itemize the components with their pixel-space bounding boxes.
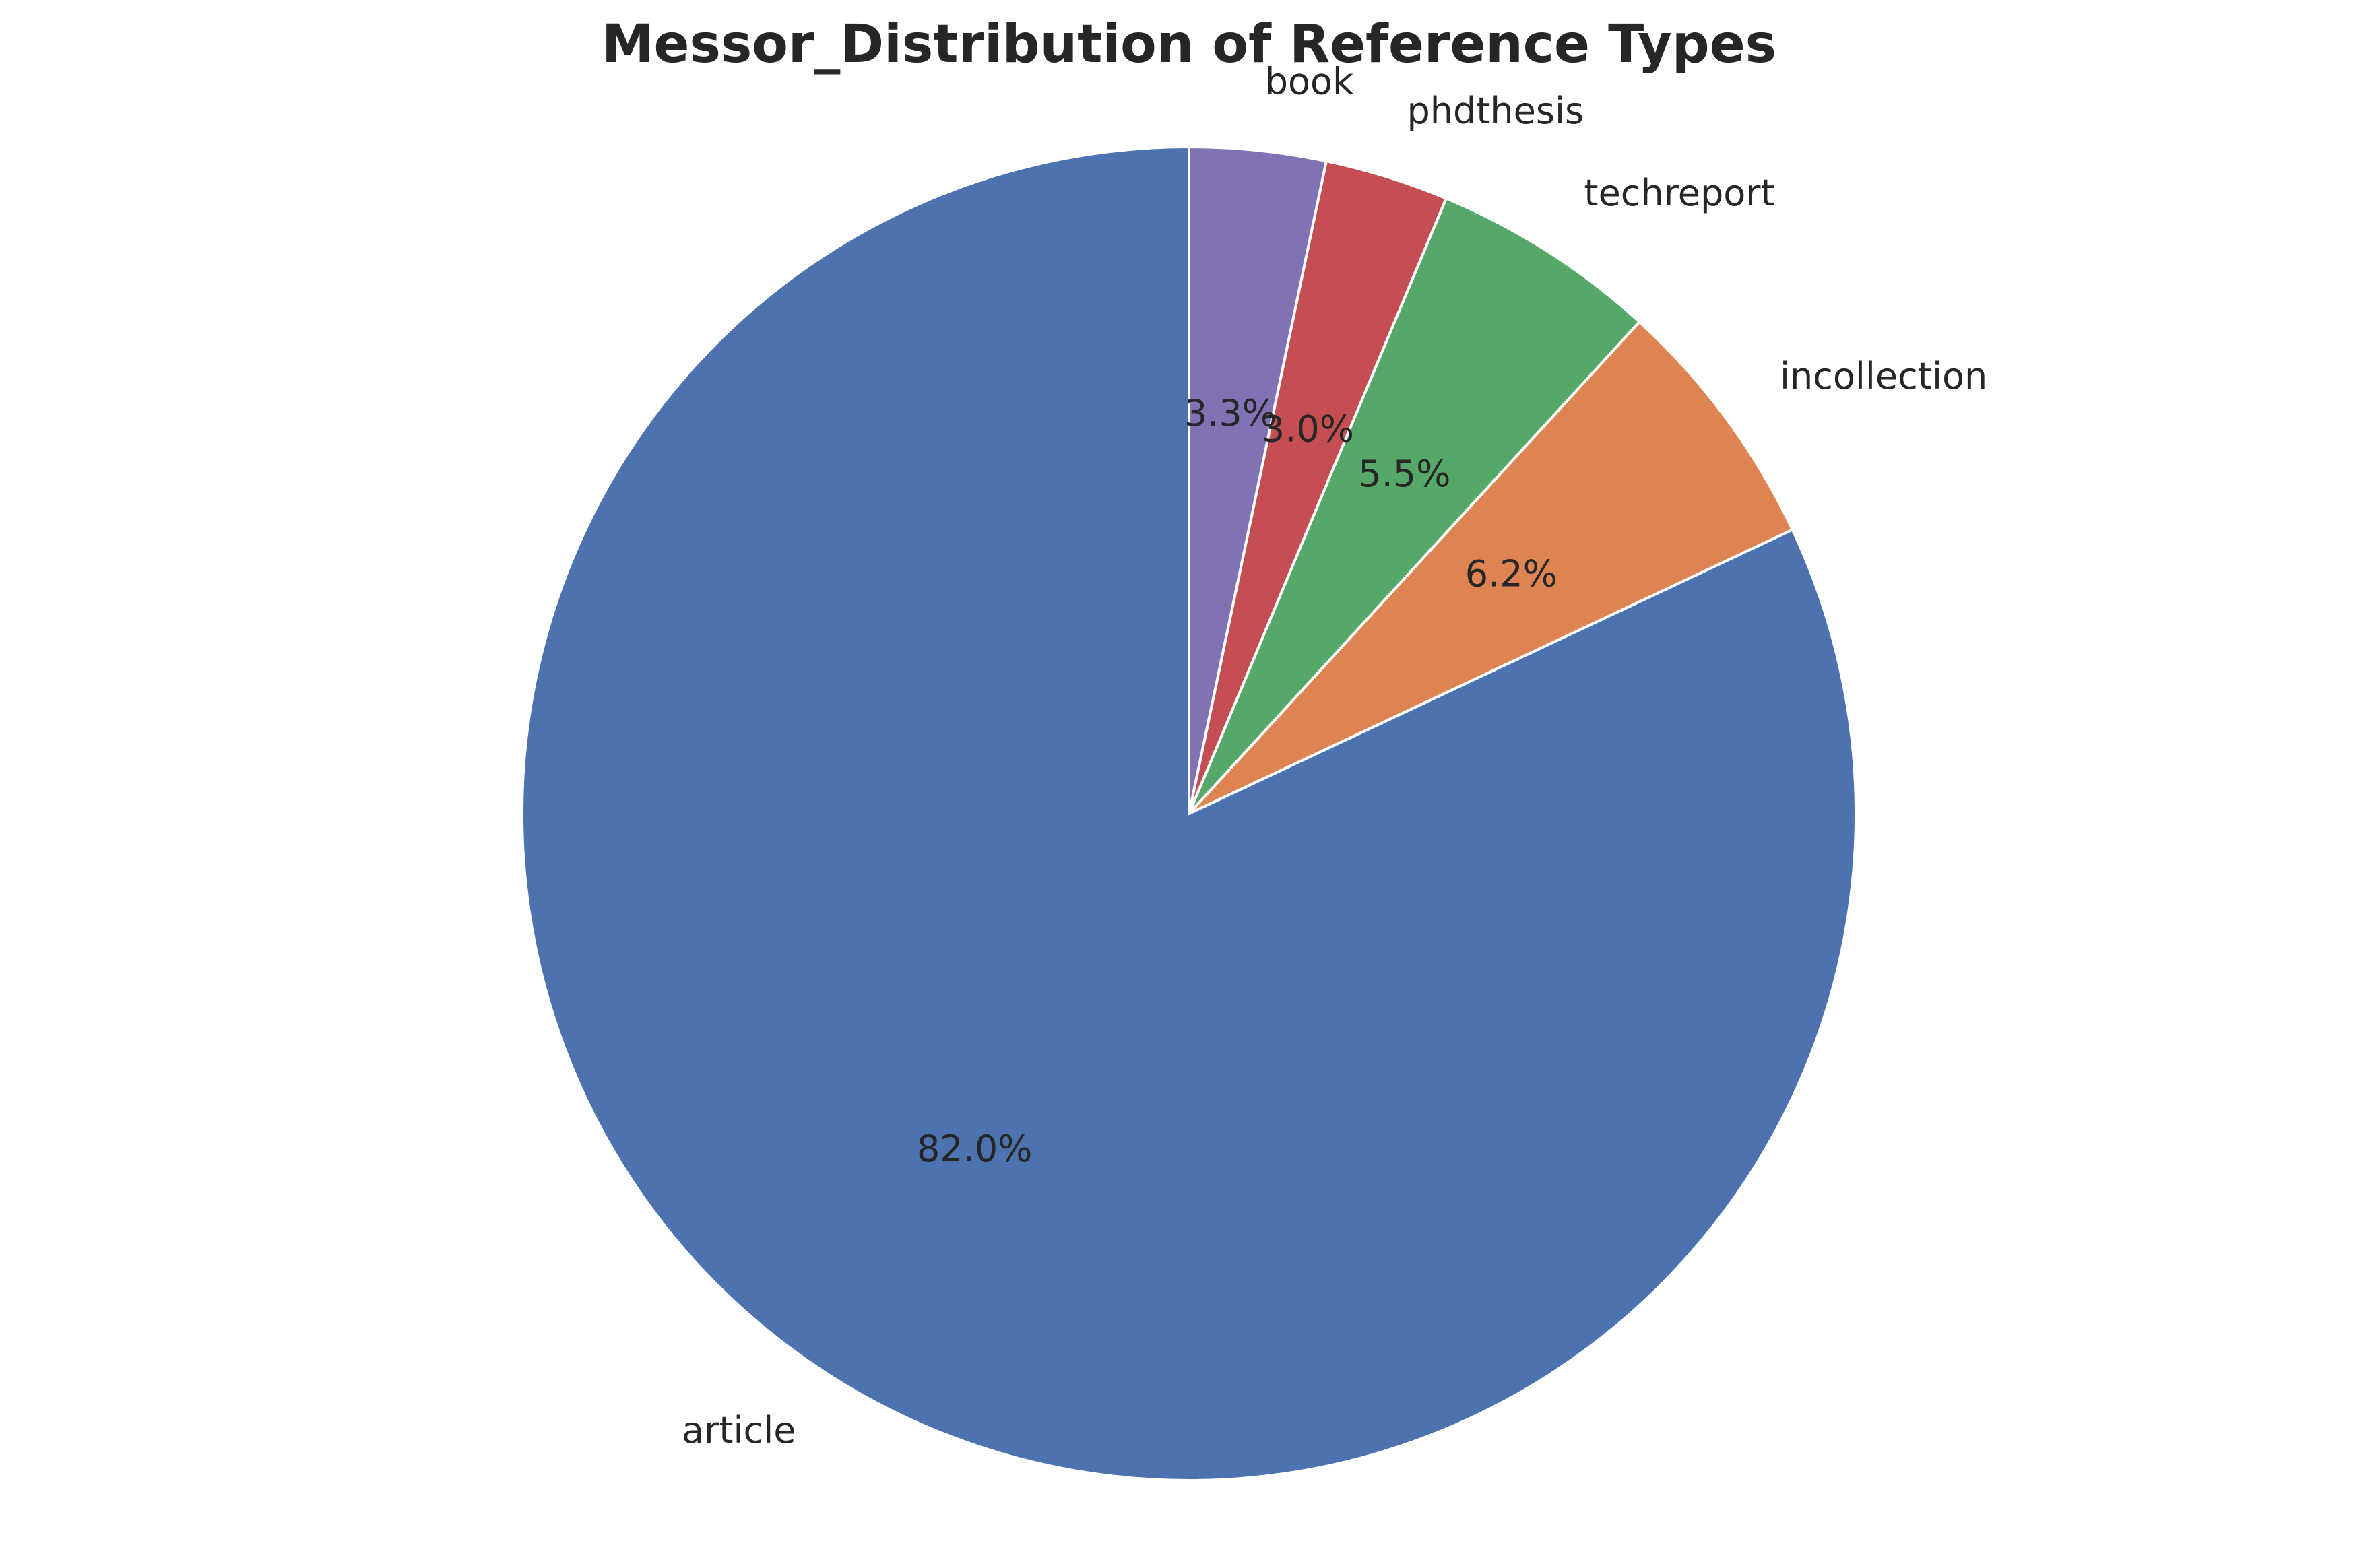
pct-label-techreport: 5.5% <box>1358 453 1450 495</box>
pie-slice-book <box>1188 145 1328 814</box>
slice-label-article: article <box>682 1409 796 1451</box>
slice-label-book: book <box>1265 60 1354 102</box>
pct-label-phdthesis: 3.0% <box>1262 407 1354 450</box>
pie-slices <box>521 145 1857 1482</box>
chart-title: Messor_Distribution of Reference Types <box>602 14 1776 75</box>
pie-slice-incollection <box>1188 320 1795 815</box>
pct-label-incollection: 6.2% <box>1465 552 1557 595</box>
pie-labels: article 82.0% incollection 6.2% techreport 5.… <box>682 60 1987 1451</box>
pct-label-article: 82.0% <box>917 1128 1033 1170</box>
slice-label-techreport: techreport <box>1584 172 1774 214</box>
slice-label-phdthesis: phdthesis <box>1407 90 1584 132</box>
slice-label-incollection: incollection <box>1780 355 1987 397</box>
pie-slice-techreport <box>1188 196 1642 815</box>
pct-label-book: 3.3% <box>1184 392 1277 434</box>
